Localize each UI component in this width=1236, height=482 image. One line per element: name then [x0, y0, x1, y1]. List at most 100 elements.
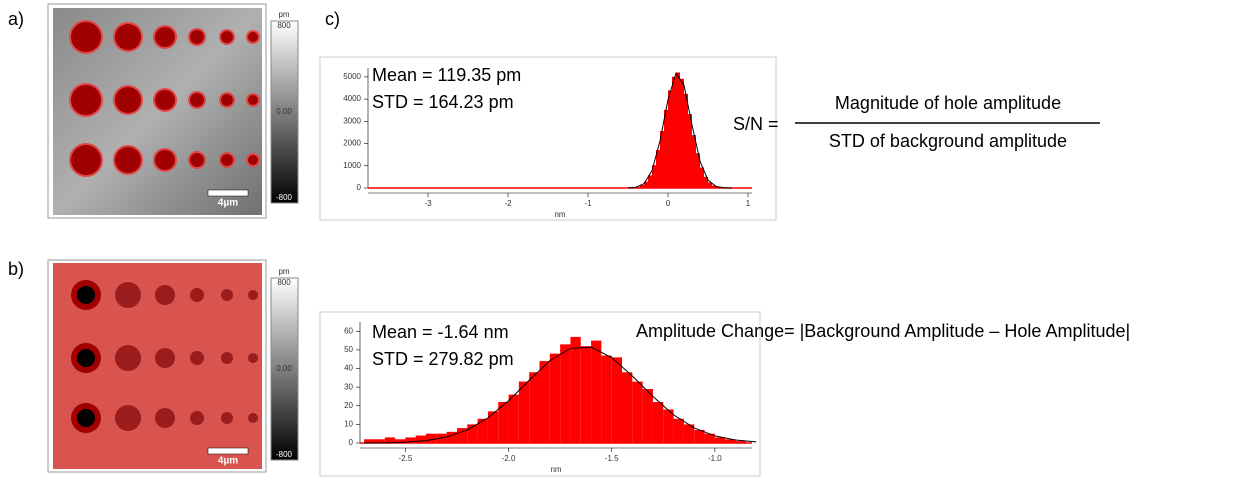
colorbar-unit: pm [278, 267, 289, 276]
histogram-bar [416, 436, 426, 443]
histogram-bar [676, 72, 680, 188]
x-tick-label: -2.5 [398, 454, 412, 463]
y-tick-label: 60 [344, 326, 353, 335]
histogram-bar [674, 419, 684, 443]
histogram-bar [700, 168, 704, 188]
colorbar-label: 0.00 [276, 364, 292, 373]
y-tick-label: 4000 [343, 94, 361, 103]
hole [115, 345, 141, 371]
hole [155, 348, 175, 368]
colorbars: pm 800 0.00 -800 pm 800 0.00 -800 [271, 10, 298, 460]
histogram-bar [509, 395, 519, 443]
annotation: STD = 279.82 pm [372, 349, 514, 369]
histogram-bar [591, 341, 601, 443]
equation-lhs: S/N = [733, 114, 779, 134]
scale-bar-label: 4µm [218, 456, 238, 467]
hole [155, 285, 175, 305]
y-tick-label: 40 [344, 364, 353, 373]
histogram-bar [692, 135, 696, 188]
y-tick-label: 1000 [343, 161, 361, 170]
annotation: STD = 164.23 pm [372, 92, 514, 112]
hole [221, 289, 233, 301]
hole [190, 30, 204, 44]
scale-bar [208, 448, 248, 454]
x-tick-label: 1 [746, 199, 751, 208]
hole [221, 31, 233, 43]
y-tick-label: 3000 [343, 116, 361, 125]
y-tick-label: 50 [344, 345, 353, 354]
histogram-bar [478, 419, 488, 443]
hole [190, 351, 204, 365]
histogram-bar [570, 337, 580, 443]
hole [221, 412, 233, 424]
histogram-bar [648, 175, 652, 188]
hole [190, 411, 204, 425]
hole [190, 93, 204, 107]
colorbar-label: 800 [277, 21, 291, 30]
scale-bar [208, 190, 248, 196]
hole [221, 94, 233, 106]
y-tick-label: 0 [349, 438, 354, 447]
histogram-bar [560, 344, 570, 443]
histogram-bar [426, 434, 436, 443]
hole [155, 27, 175, 47]
hole [221, 352, 233, 364]
histogram-bar [663, 409, 673, 443]
histogram-bar [447, 432, 457, 443]
hole-core [77, 349, 95, 367]
histogram-bar [581, 346, 591, 443]
x-tick-label: -3 [424, 199, 432, 208]
x-tick-label: -1 [584, 199, 592, 208]
x-tick-label: 0 [666, 199, 671, 208]
hole [248, 32, 258, 42]
colorbar-unit: pm [278, 10, 289, 19]
histogram-bar [684, 94, 688, 188]
histogram-bar [694, 430, 704, 443]
panel-label: c) [325, 9, 340, 29]
numerator: Magnitude of hole amplitude [835, 93, 1061, 113]
histogram-bar [529, 372, 539, 443]
hole [248, 155, 258, 165]
hole-core [77, 409, 95, 427]
hole [248, 95, 258, 105]
hole [248, 353, 258, 363]
colorbar-label: -800 [276, 450, 293, 459]
histogram-bar [664, 110, 668, 188]
hole [190, 153, 204, 167]
y-tick-label: 10 [344, 419, 353, 428]
histogram-bar [519, 382, 529, 443]
denominator: STD of background amplitude [829, 131, 1067, 151]
x-tick-label: -1.5 [605, 454, 619, 463]
scale-bar-label: 4µm [218, 198, 238, 209]
histogram-bar [735, 441, 745, 443]
x-tick-label: -2 [504, 199, 512, 208]
histogram-bar [612, 357, 622, 443]
annotation: Mean = -1.64 nm [372, 322, 509, 342]
hole [248, 290, 258, 300]
colorbar-label: 0.00 [276, 107, 292, 116]
histogram-bar [672, 77, 676, 188]
histogram-bar [653, 402, 663, 443]
histogram-bar [680, 79, 684, 188]
y-tick-label: 0 [357, 183, 362, 192]
hole [115, 24, 141, 50]
histogram-bar [656, 150, 660, 188]
colorbar-label: -800 [276, 193, 293, 202]
histogram-bar [643, 389, 653, 443]
hole [155, 90, 175, 110]
hole [115, 282, 141, 308]
hole [248, 413, 258, 423]
hole-core [77, 286, 95, 304]
histogram-bar [622, 372, 632, 443]
hole [115, 87, 141, 113]
histogram-bar [668, 90, 672, 188]
y-tick-label: 5000 [343, 72, 361, 81]
colorbar-label: 800 [277, 278, 291, 287]
histogram-bar [550, 354, 560, 443]
histogram-bar [632, 382, 642, 443]
annotation: Mean = 119.35 pm [372, 65, 521, 85]
histogram-bar [688, 114, 692, 188]
hole [71, 85, 101, 115]
equation: Amplitude Change= |Background Amplitude … [636, 321, 1130, 341]
